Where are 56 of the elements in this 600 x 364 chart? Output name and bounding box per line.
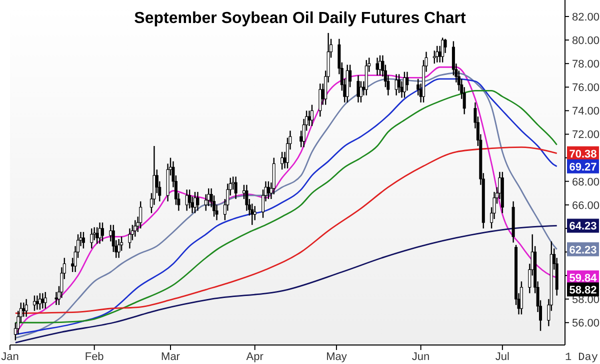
candlestick bbox=[436, 45, 439, 64]
candlestick bbox=[432, 50, 436, 64]
y-tick-label: 82.00 bbox=[572, 11, 600, 24]
candlestick bbox=[196, 191, 200, 212]
y-tick-label: 74.00 bbox=[572, 106, 600, 118]
x-tick-label: Apr bbox=[246, 351, 264, 363]
candlestick bbox=[441, 37, 444, 64]
candlestick bbox=[90, 228, 94, 250]
x-tick-label: May bbox=[326, 351, 348, 363]
candlestick bbox=[402, 71, 406, 98]
candlestick bbox=[82, 231, 85, 250]
y-tick-label: 76.00 bbox=[572, 82, 600, 94]
y-tick-label: 80.00 bbox=[572, 35, 600, 48]
candlestick bbox=[139, 200, 142, 230]
candlestick bbox=[364, 59, 368, 96]
candlestick bbox=[188, 188, 192, 210]
candlestick bbox=[234, 176, 238, 200]
annotation: 59.84 bbox=[569, 272, 598, 284]
y-tick-label: 56.00 bbox=[572, 318, 600, 330]
candlestick bbox=[245, 184, 248, 212]
candlestick bbox=[520, 280, 523, 315]
candlestick bbox=[134, 220, 137, 238]
x-tick-label: Jul bbox=[495, 351, 510, 363]
candlestick bbox=[41, 292, 44, 310]
candlestick bbox=[32, 294, 36, 312]
candlestick bbox=[398, 74, 401, 94]
candlestick bbox=[24, 298, 28, 318]
candlestick bbox=[280, 151, 284, 170]
x-tick-label: Mar bbox=[161, 351, 180, 363]
annotation: 64.23 bbox=[569, 220, 597, 233]
candlestick bbox=[250, 203, 254, 226]
candlestick bbox=[310, 104, 314, 127]
candlestick bbox=[356, 74, 360, 104]
candlestick bbox=[394, 74, 398, 96]
x-tick-label: Jun bbox=[412, 351, 430, 363]
y-tick-label: 72.00 bbox=[572, 129, 600, 142]
y-tick-label: 68.00 bbox=[572, 176, 600, 188]
candlestick bbox=[318, 83, 322, 118]
annotation: 58.82 bbox=[569, 284, 597, 296]
x-tick-label: Feb bbox=[84, 351, 104, 363]
candlestick bbox=[117, 238, 120, 258]
candlestick bbox=[253, 205, 256, 221]
candlestick bbox=[44, 291, 47, 310]
y-tick-label: 66.00 bbox=[572, 200, 600, 212]
text: 1 Day bbox=[564, 352, 598, 364]
annotation: 70.38 bbox=[569, 148, 597, 160]
x-tick-label: Jan bbox=[1, 351, 19, 363]
y-tick-label: 78.00 bbox=[572, 58, 600, 71]
annotation: 69.27 bbox=[569, 161, 597, 174]
text: September Soybean Oil Daily Futures Chart bbox=[134, 10, 466, 27]
candlestick bbox=[207, 188, 210, 207]
candlestick bbox=[36, 294, 39, 310]
annotation: 62.23 bbox=[569, 244, 597, 256]
candlestick bbox=[128, 228, 132, 250]
candlestick bbox=[101, 222, 104, 242]
candlestick bbox=[96, 226, 99, 244]
